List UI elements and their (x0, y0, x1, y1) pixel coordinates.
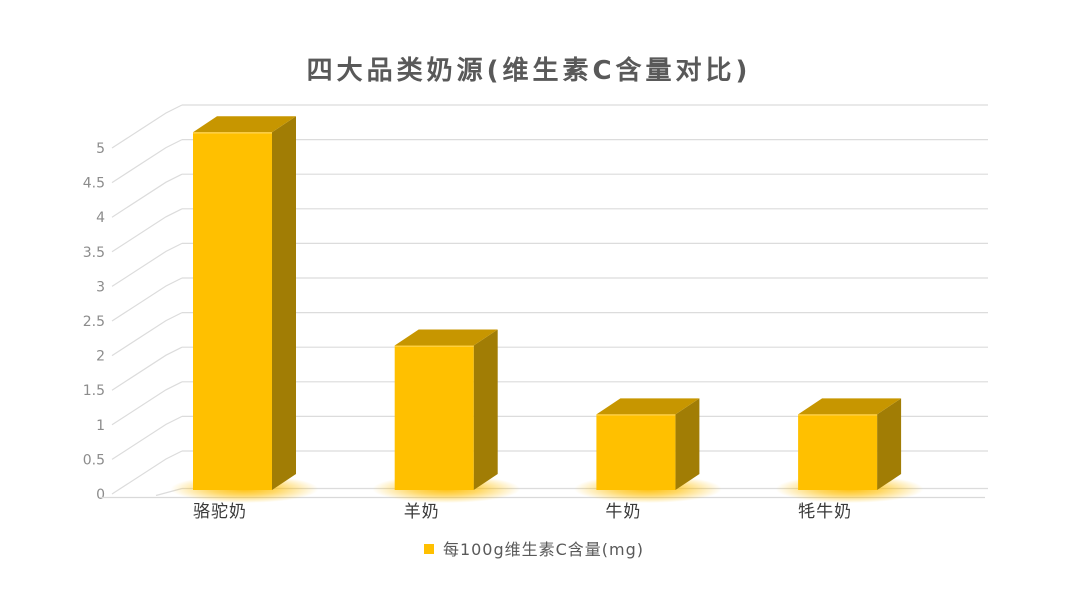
x-category-label: 羊奶 (404, 502, 440, 522)
y-grid-connector (111, 312, 183, 357)
y-tick-label: 0.5 (83, 452, 105, 468)
y-tick-label: 1.5 (83, 383, 105, 399)
y-tick-label: 3.5 (83, 245, 105, 261)
legend: 每100g维生素C含量(mg) (0, 536, 1068, 560)
y-grid-connector (111, 450, 183, 495)
y-tick-label: 0 (96, 487, 105, 503)
y-grid-connector (111, 139, 183, 184)
y-tick-label: 2 (96, 349, 105, 365)
legend-label: 每100g维生素C含量(mg) (442, 540, 645, 559)
y-grid-connector (111, 415, 183, 460)
y-tick-label: 3 (96, 279, 105, 295)
bar-top-face (193, 116, 296, 133)
x-category-label: 骆驼奶 (193, 502, 247, 522)
bar-front-face (596, 414, 676, 490)
bar-side-face (272, 116, 296, 491)
y-grid-connector (111, 346, 183, 391)
bar-top-face (596, 398, 700, 415)
y-grid-connector (111, 173, 183, 218)
y-tick-label: 2.5 (83, 314, 105, 330)
y-tick-label: 5 (96, 141, 105, 157)
y-grid-connector (111, 242, 183, 287)
y-tick-label: 4 (96, 210, 105, 226)
bar-side-face (473, 329, 498, 490)
bar-top-face (798, 398, 902, 415)
chart-title: 四大品类奶源(维生素C含量对比) (306, 56, 752, 86)
y-grid-connector (111, 208, 183, 253)
bar-front-face (394, 345, 474, 490)
x-category-label: 牛奶 (605, 502, 641, 522)
bar-side-face (877, 398, 902, 490)
x-category-label: 牦牛奶 (798, 502, 852, 522)
bar-top-face (394, 329, 498, 346)
bar-front-face (798, 414, 878, 490)
bar-side-face (675, 398, 700, 490)
bar-front-face (193, 132, 272, 491)
y-tick-label: 4.5 (83, 176, 105, 192)
y-grid-connector (111, 104, 183, 149)
y-grid-connector (111, 381, 183, 426)
legend-marker-icon (423, 543, 434, 554)
y-tick-label: 1 (96, 418, 105, 434)
y-grid-connector (111, 277, 183, 322)
